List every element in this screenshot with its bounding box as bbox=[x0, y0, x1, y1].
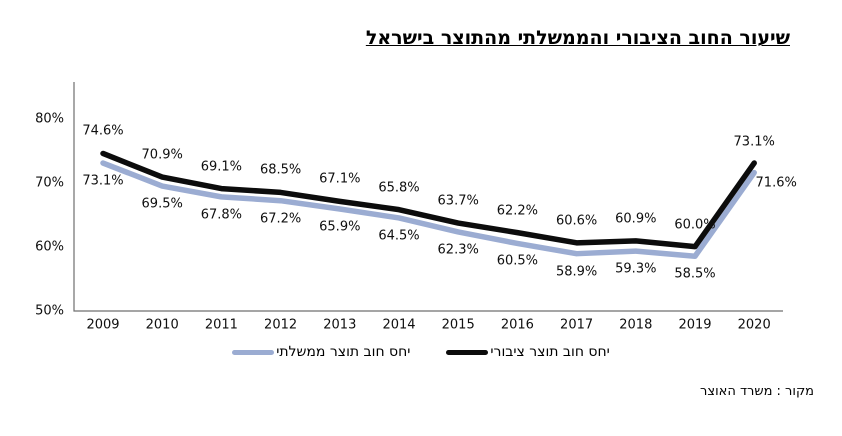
year-2020: 2020 bbox=[737, 317, 771, 333]
data-label-government-2011: 67.8% bbox=[200, 207, 243, 223]
legend-swatch-government-debt bbox=[232, 349, 275, 355]
data-label-government-2020: 71.6% bbox=[755, 175, 797, 191]
ytick-80: 80% bbox=[35, 111, 64, 127]
year-2009: 2009 bbox=[86, 317, 120, 333]
data-label-government-2013: 65.9% bbox=[319, 219, 361, 235]
data-label-government-2019: 58.5% bbox=[674, 266, 716, 282]
year-2015: 2015 bbox=[441, 317, 475, 333]
data-label-government-2014: 64.5% bbox=[378, 228, 420, 244]
data-label-public-2018: 60.9% bbox=[615, 211, 657, 227]
data-label-government-2012: 67.2% bbox=[259, 211, 302, 227]
year-2014: 2014 bbox=[382, 317, 416, 333]
data-label-government-2010: 69.5% bbox=[141, 196, 183, 212]
data-label-public-2017: 60.6% bbox=[555, 213, 598, 229]
year-2013: 2013 bbox=[323, 317, 357, 333]
year-2019: 2019 bbox=[678, 317, 712, 333]
data-label-public-2019: 60.0% bbox=[674, 217, 716, 233]
data-label-public-2010: 70.9% bbox=[141, 147, 183, 163]
data-label-government-2017: 58.9% bbox=[555, 264, 598, 280]
year-2012: 2012 bbox=[264, 317, 298, 333]
data-label-public-2015: 63.7% bbox=[437, 193, 479, 209]
data-label-public-2016: 62.2% bbox=[496, 203, 539, 219]
data-label-public-2009: 74.6% bbox=[82, 123, 124, 139]
year-2017: 2017 bbox=[560, 317, 594, 333]
data-label-public-2013: 67.1% bbox=[319, 171, 361, 187]
chart-legend: יחס חוב תוצר ממשלתי יחס חוב תוצר ציבורי bbox=[0, 344, 842, 360]
chart-title: שיעור החוב הציבורי והממשלתי מהתוצר בישרא… bbox=[365, 27, 790, 49]
ytick-70: 70% bbox=[35, 175, 64, 191]
axes bbox=[73, 82, 783, 312]
ytick-60: 60% bbox=[35, 239, 64, 255]
source-note: מקור : משרד האוצר bbox=[700, 384, 814, 399]
data-label-government-2018: 59.3% bbox=[615, 261, 657, 277]
legend-label-public-debt: יחס חוב תוצר ציבורי bbox=[490, 344, 610, 360]
data-label-public-2012: 68.5% bbox=[259, 162, 302, 178]
data-label-government-2009: 73.1% bbox=[82, 173, 124, 189]
year-2016: 2016 bbox=[500, 317, 534, 333]
series-line-government-debt bbox=[100, 160, 757, 259]
year-2018: 2018 bbox=[619, 317, 653, 333]
data-label-public-2011: 69.1% bbox=[200, 159, 243, 175]
data-label-public-2014: 65.8% bbox=[378, 180, 420, 196]
data-label-public-2020: 73.1% bbox=[733, 134, 775, 150]
data-label-government-2015: 62.3% bbox=[437, 242, 479, 258]
legend-item-government-debt: יחס חוב תוצר ממשלתי bbox=[232, 344, 410, 360]
legend-swatch-public-debt bbox=[446, 349, 489, 355]
year-2010: 2010 bbox=[145, 317, 179, 333]
legend-label-government-debt: יחס חוב תוצר ממשלתי bbox=[276, 344, 411, 360]
ytick-50: 50% bbox=[35, 303, 64, 318]
data-label-government-2016: 60.5% bbox=[496, 253, 539, 269]
legend-item-public-debt: יחס חוב תוצר ציבורי bbox=[446, 344, 610, 360]
series-line-public-debt bbox=[100, 150, 757, 250]
year-2011: 2011 bbox=[204, 317, 238, 333]
